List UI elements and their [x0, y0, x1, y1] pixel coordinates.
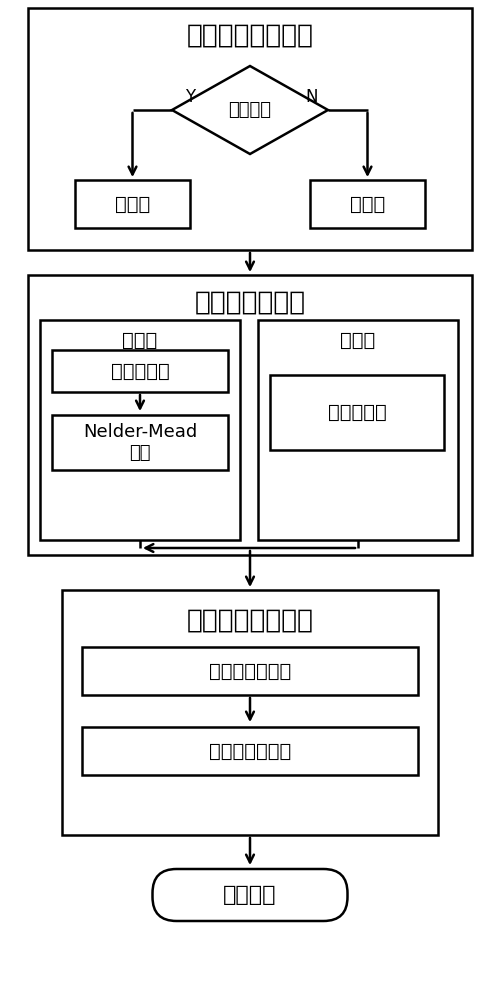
Bar: [28, 8, 472, 250]
Text: 模式一: 模式一: [122, 330, 158, 350]
Text: 模式二: 模式二: [340, 330, 376, 350]
Text: 模式二: 模式二: [350, 194, 385, 214]
Bar: [82, 647, 418, 695]
Bar: [28, 275, 472, 555]
Text: 二维二分法: 二维二分法: [110, 361, 170, 380]
Bar: [82, 727, 418, 775]
Text: 双矢量叉乘: 双矢量叉乘: [328, 403, 386, 422]
Bar: [62, 590, 438, 835]
FancyBboxPatch shape: [152, 869, 348, 921]
Text: 构建导航方程组: 构建导航方程组: [209, 662, 291, 680]
Bar: [258, 320, 458, 540]
Bar: [40, 320, 240, 540]
Text: 导航解算模式选取: 导航解算模式选取: [186, 23, 314, 49]
Text: N: N: [306, 88, 318, 106]
Text: Y: Y: [185, 88, 195, 106]
Bar: [310, 180, 425, 228]
Text: 局部精确搜索算法: 局部精确搜索算法: [186, 608, 314, 634]
Text: 全局粗搜索算法: 全局粗搜索算法: [194, 290, 306, 316]
Bar: [75, 180, 190, 228]
Bar: [52, 350, 228, 392]
Bar: [52, 415, 228, 470]
Text: Nelder-Mead
算法: Nelder-Mead 算法: [83, 423, 197, 462]
Bar: [270, 375, 444, 450]
Polygon shape: [172, 66, 328, 154]
Text: 模式判据: 模式判据: [228, 101, 272, 119]
Text: 导航结果: 导航结果: [223, 885, 277, 905]
Text: 模式一: 模式一: [115, 194, 150, 214]
Text: 牛顿迭代法求解: 牛顿迭代法求解: [209, 742, 291, 760]
